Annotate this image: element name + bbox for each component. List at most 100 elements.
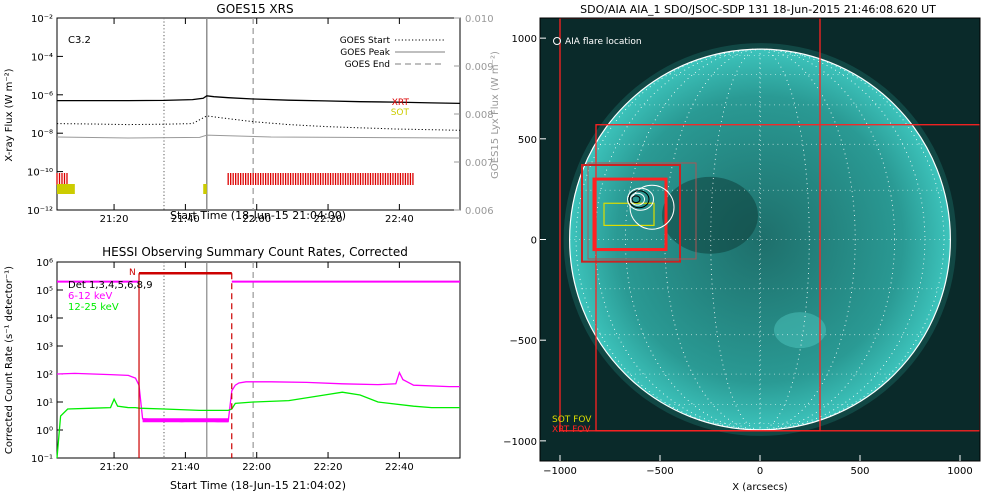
aia-longitude-line	[575, 48, 945, 431]
hessi-plot-frame	[56, 261, 461, 459]
goes-y-tick-label: 10⁻²	[31, 14, 53, 25]
goes-y2-tick-label: 0.006	[465, 206, 494, 217]
hessi-night-interval: N	[129, 268, 233, 458]
goes-sot-obs-mark	[57, 184, 75, 194]
goes-y2-label: GOES15 Lyx Flux (W m⁻²)	[490, 51, 501, 179]
goes-y2-tick-label: 0.007	[465, 158, 494, 169]
aia-image-panel: SDO/AIA AIA_1 SDO/JSOC-SDP 131 18-Jun-20…	[503, 3, 981, 493]
goes-y2-tick-label: 0.010	[465, 14, 494, 25]
goes-series	[56, 95, 461, 139]
goes-legend-label: GOES Start	[340, 36, 391, 46]
goes-x-axis: 21:20 21:40 22:00 22:20 22:40	[100, 18, 414, 225]
goes-x-tick-label: 22:00	[242, 214, 271, 225]
goes-y-label: X-ray Flux (W m⁻²)	[4, 68, 15, 161]
hessi-x-tick-label: 21:40	[171, 462, 200, 473]
goes-event-lines	[163, 18, 254, 210]
goes-y-tick-label: 10⁻⁶	[31, 91, 53, 102]
aia-y-tick-label: −500	[510, 336, 537, 347]
hessi-legend-label: Det 1,3,4,5,6,8,9	[68, 280, 153, 291]
hessi-y-tick-label: 10⁴	[36, 314, 53, 325]
goes-legend-label: GOES Peak	[340, 48, 390, 58]
aia-y-tick-label: 0	[531, 236, 537, 247]
hessi-y-tick-label: 10¹	[36, 398, 53, 409]
aia-longitude-line	[624, 48, 896, 431]
goes-x-tick-label: 22:40	[385, 214, 414, 225]
hessi-y-label: Corrected Count Rate (s⁻¹ detector⁻¹)	[4, 266, 15, 454]
hessi-x-axis: 21:20 21:40 22:00 22:20 22:40	[100, 262, 414, 473]
aia-title: SDO/AIA AIA_1 SDO/JSOC-SDP 131 18-Jun-20…	[580, 3, 936, 16]
aia-y-tick-label: −1000	[503, 437, 537, 448]
goes-y-axis: 10⁻² 10⁻⁴ 10⁻⁶ 10⁻⁸ 10⁻¹⁰ 10⁻¹²	[27, 14, 63, 217]
aia-x-tick-label: 0	[757, 466, 763, 477]
hessi-y-tick-label: 10⁶	[36, 258, 53, 269]
aia-xrt-fov-box	[581, 163, 681, 263]
aia-flare-contour	[631, 195, 641, 204]
hessi-y-tick-label: 10³	[36, 342, 53, 353]
goes-x-tick-label: 21:40	[171, 214, 200, 225]
aia-x-tick-label: −1000	[543, 466, 577, 477]
goes-title: GOES15 XRS	[216, 2, 293, 16]
hessi-legend-label: 12-25 keV	[68, 302, 119, 313]
aia-flare-legend-label: AIA flare location	[565, 37, 642, 47]
hessi-y-tick-label: 10⁰	[36, 426, 53, 437]
aia-xrt-fov-label: XRT FOV	[552, 425, 591, 435]
aia-y-axis: 1000 500 0 −500 −1000	[503, 34, 546, 448]
goes-instrument-label: XRT	[392, 98, 410, 108]
hessi-x-tick-label: 22:00	[242, 462, 271, 473]
aia-flare-contours	[627, 184, 675, 230]
hessi-x-label: Start Time (18-Jun-15 21:04:02)	[170, 479, 346, 492]
goes-sot-obs-mark	[203, 184, 207, 194]
goes-legend-label: GOES End	[345, 60, 390, 70]
aia-y-tick-label: 1000	[512, 34, 537, 45]
aia-coordinate-grid	[569, 48, 951, 431]
hessi-count-rate-chart: HESSI Observing Summary Count Rates, Cor…	[4, 245, 461, 492]
hessi-y-axis: 10⁶ 10⁵ 10⁴ 10³ 10² 10¹ 10⁰ 10⁻¹	[31, 258, 63, 465]
goes-instrument-label: SOT	[391, 108, 410, 118]
hessi-x-tick-label: 21:20	[100, 462, 129, 473]
hessi-y-tick-label: 10²	[36, 370, 53, 381]
aia-sot-fov-label: SOT FOV	[552, 415, 592, 425]
goes-observation-bars	[56, 173, 414, 194]
aia-fov-boxes	[559, 18, 980, 432]
aia-flare-legend-icon	[553, 37, 561, 45]
goes-x-label: Start Time (18-Jun-15 21:04:00)	[170, 209, 346, 222]
aia-solar-limb	[568, 48, 951, 431]
goes-y2-tick-label: 0.009	[465, 62, 494, 73]
aia-dark-region	[662, 176, 758, 254]
hessi-series-line-1	[56, 391, 460, 459]
aia-x-tick-label: −500	[646, 466, 673, 477]
aia-x-tick-label: 500	[850, 466, 869, 477]
goes-series-line-0	[57, 95, 461, 105]
aia-solar-disk	[569, 49, 951, 430]
goes-y-tick-label: 10⁻⁸	[31, 129, 53, 140]
goes-series-line-2	[56, 134, 461, 139]
aia-sot-fov-box	[603, 202, 655, 227]
hessi-y-tick-label: 10⁵	[36, 286, 53, 297]
hessi-series-line-0	[56, 370, 460, 423]
goes-class-label: C3.2	[68, 35, 91, 46]
goes-x-tick-label: 22:20	[314, 214, 343, 225]
aia-flare-contour	[630, 192, 645, 206]
hessi-series	[56, 280, 460, 459]
hessi-night-label: N	[129, 268, 136, 278]
goes-legend: GOES Start GOES Peak GOES End	[340, 36, 445, 70]
hessi-legend-label: 6-12 keV	[68, 291, 112, 302]
aia-xrt-fov-box	[587, 162, 697, 260]
goes-series-line-1	[56, 115, 461, 131]
hessi-y-tick-label: 10⁻¹	[31, 454, 53, 465]
aia-flare-contour	[628, 190, 650, 209]
goes-y-tick-label: 10⁻¹²	[27, 206, 53, 217]
hessi-title: HESSI Observing Summary Count Rates, Cor…	[102, 245, 408, 259]
aia-x-label: X (arcsecs)	[732, 482, 788, 493]
goes-y-tick-label: 10⁻⁴	[31, 52, 53, 63]
goes-y2-tick-label: 0.008	[465, 110, 494, 121]
goes-y-tick-label: 10⁻¹⁰	[27, 168, 53, 179]
aia-longitude-line	[594, 48, 926, 431]
goes-right-axis: 0.010 0.009 0.008 0.007 0.006	[454, 14, 494, 217]
hessi-x-tick-label: 22:20	[314, 462, 343, 473]
aia-xrt-fov-box	[592, 177, 668, 252]
goes-x-tick-label: 21:20	[100, 214, 129, 225]
hessi-x-tick-label: 22:40	[385, 462, 414, 473]
